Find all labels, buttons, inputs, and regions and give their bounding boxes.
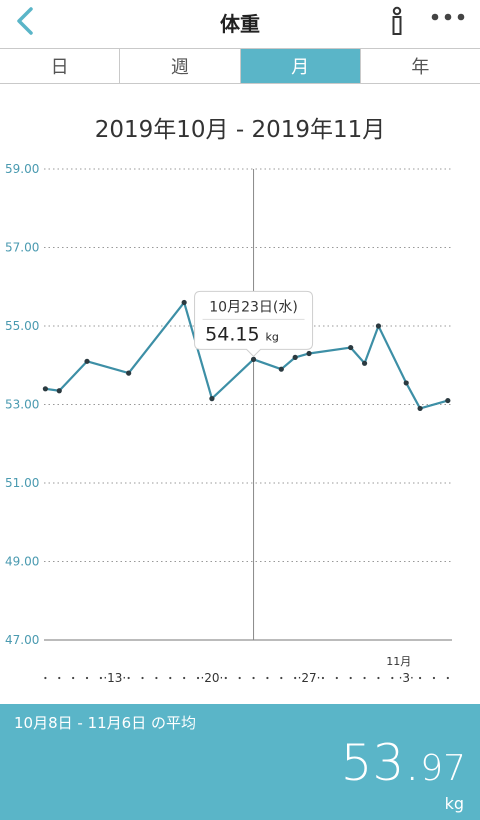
x-axis-dot <box>169 676 172 680</box>
tab-year[interactable]: 年 <box>411 57 430 78</box>
weight-series-line <box>45 301 449 410</box>
average-integer: 53. <box>340 734 421 792</box>
x-axis-dot <box>432 676 436 680</box>
data-point <box>361 360 368 366</box>
y-tick-label: 49.00 <box>5 555 39 569</box>
data-point <box>209 396 215 402</box>
chevron-left-icon[interactable] <box>10 4 40 38</box>
date-range-label: 2019年10月 - 2019年11月 <box>94 117 386 143</box>
page-title: 体重 <box>220 12 260 36</box>
data-point <box>84 358 90 364</box>
data-point <box>278 366 284 372</box>
average-unit: kg <box>444 794 464 813</box>
tooltip-unit: kg <box>266 330 279 343</box>
header: 体重 <box>0 0 480 46</box>
x-axis-dot <box>224 676 227 680</box>
x-axis-dot <box>141 676 144 680</box>
tooltip-value: 54.15 <box>205 323 259 345</box>
x-axis-dot <box>349 676 352 680</box>
x-axis-dot <box>58 676 61 680</box>
x-axis-dot <box>280 676 283 680</box>
tab-week[interactable]: 週 <box>120 49 241 83</box>
data-point <box>126 370 132 376</box>
data-point <box>42 386 48 392</box>
y-tick-label: 55.00 <box>5 319 39 333</box>
data-point <box>306 350 312 357</box>
x-axis-dot <box>266 676 269 680</box>
y-tick-label: 47.00 <box>5 633 39 647</box>
x-axis-dot <box>155 676 158 680</box>
x-axis-dot <box>85 676 89 680</box>
data-point <box>250 356 257 362</box>
weight-chart[interactable]: 59.00 57.00 55.00 53.00 51.00 49.00 47.00 ·13· ·… <box>0 150 480 690</box>
x-axis-dot <box>252 676 255 680</box>
average-range-label: 10月8日 - 11月6日 の平均 <box>14 714 196 732</box>
x-axis-dot <box>321 676 325 680</box>
x-axis-dot <box>196 676 200 680</box>
x-tick-label: ·20· <box>200 671 223 685</box>
x-axis-dot <box>99 676 102 680</box>
tab-month[interactable]: 月 <box>240 49 361 83</box>
x-axis-dot <box>363 676 366 680</box>
y-tick-label: 51.00 <box>5 476 39 490</box>
average-decimal: 97 <box>420 748 466 789</box>
y-tick-label: 53.00 <box>5 398 39 412</box>
x-axis-dot <box>44 676 47 680</box>
x-axis-dot <box>377 676 380 680</box>
x-axis-dot <box>238 676 241 680</box>
tooltip-date: 10月23日(水) <box>209 299 298 315</box>
data-point <box>417 405 423 412</box>
x-tick-label: ·27· <box>298 671 321 685</box>
x-tick-label: ·13· <box>103 671 126 685</box>
info-icon[interactable] <box>386 4 408 38</box>
data-point <box>181 299 187 306</box>
x-axis-dot <box>127 676 130 680</box>
x-axis-dot <box>183 676 186 680</box>
period-tabs: 日 週 月 年 <box>0 48 480 84</box>
data-point <box>445 397 451 404</box>
x-tick-label: ·3· <box>399 671 414 685</box>
data-point <box>403 380 409 386</box>
y-tick-label: 59.00 <box>5 162 39 176</box>
x-axis-dot <box>418 676 422 680</box>
x-axis-dot <box>391 676 394 680</box>
average-value: 53.97 <box>341 734 466 792</box>
tab-day[interactable]: 日 <box>0 49 121 83</box>
data-point <box>56 388 62 394</box>
data-point <box>292 354 298 360</box>
x-axis-dot <box>72 676 75 680</box>
more-dots-icon[interactable] <box>428 4 468 30</box>
average-panel: 10月8日 - 11月6日 の平均 53.97 kg <box>0 704 480 820</box>
x-month-label: 11月 <box>386 655 411 668</box>
y-tick-label: 57.00 <box>5 241 39 255</box>
x-axis-dot <box>294 676 297 680</box>
x-axis-dot <box>335 676 338 680</box>
x-axis-dot <box>446 676 449 680</box>
data-point <box>348 344 354 351</box>
tooltip-box <box>194 290 314 358</box>
data-point <box>375 323 382 329</box>
